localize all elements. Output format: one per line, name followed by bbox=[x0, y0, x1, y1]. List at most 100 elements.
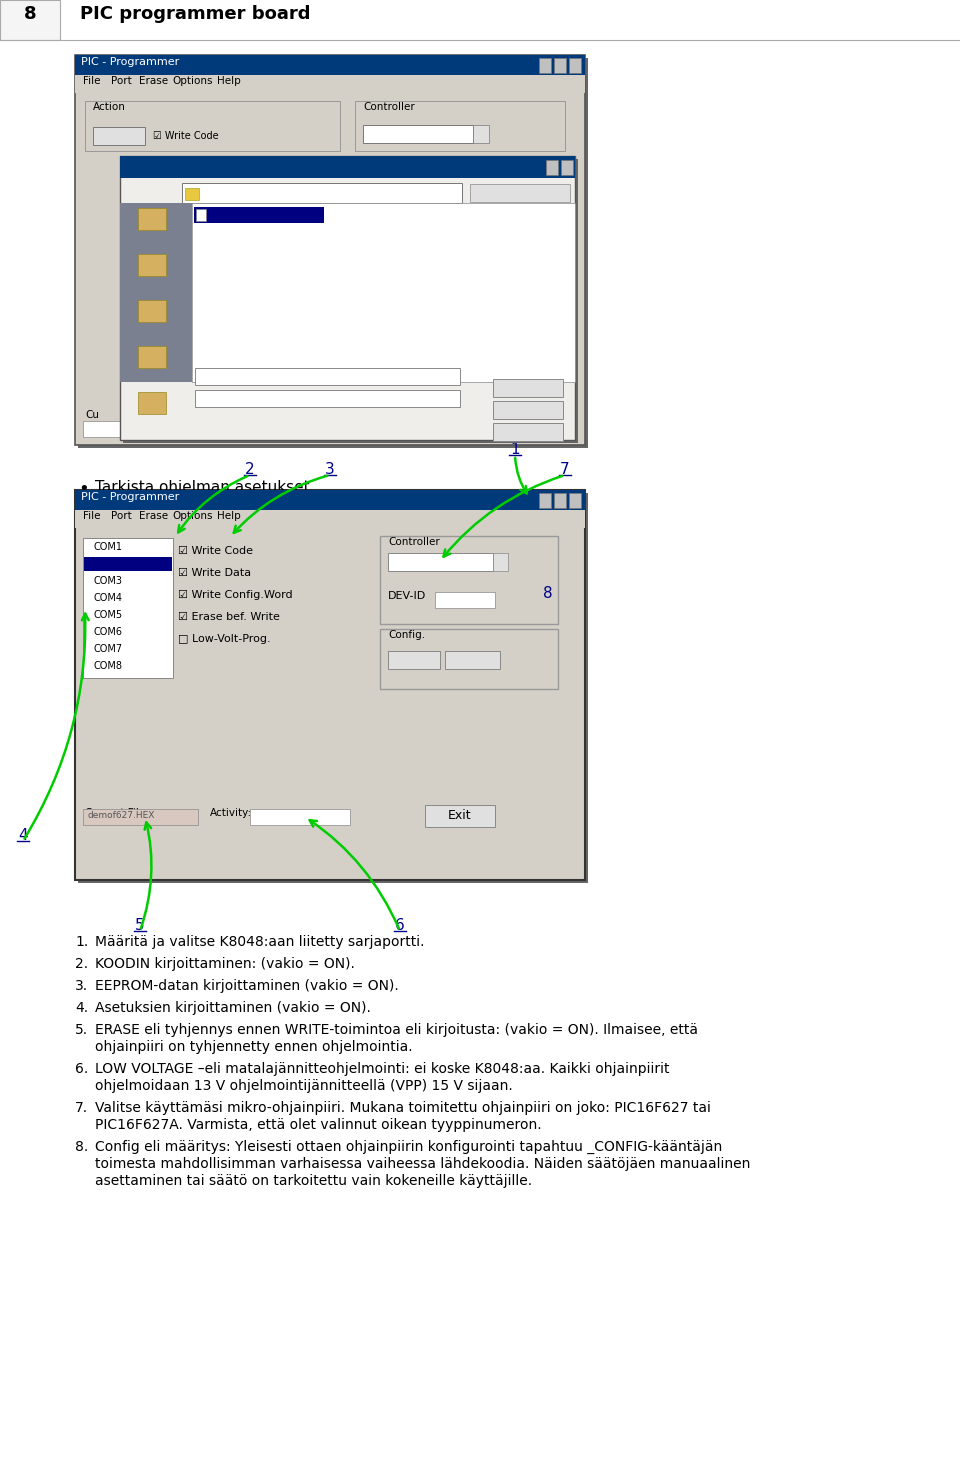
Text: ×: × bbox=[541, 495, 548, 503]
Text: Help: Help bbox=[217, 77, 241, 85]
Bar bbox=[561, 160, 573, 175]
Text: File name:: File name: bbox=[128, 368, 185, 378]
Text: ohjainpiiri on tyhjennetty ennen ohjelmointia.: ohjainpiiri on tyhjennetty ennen ohjelmo… bbox=[95, 1041, 413, 1054]
Text: 6.: 6. bbox=[75, 1061, 88, 1076]
Bar bbox=[75, 54, 585, 75]
Text: ERASE eli tyhjennys ennen WRITE-toimintoa eli kirjoitusta: (vakio = ON). Ilmaise: ERASE eli tyhjennys ennen WRITE-toiminto… bbox=[95, 1023, 698, 1036]
Text: Erase: Erase bbox=[139, 511, 168, 521]
Text: My Network P...: My Network P... bbox=[124, 418, 172, 422]
Text: Current File:: Current File: bbox=[85, 808, 149, 818]
Text: ×: × bbox=[541, 59, 548, 68]
Bar bbox=[195, 390, 460, 406]
Bar bbox=[83, 421, 183, 437]
Text: 8.: 8. bbox=[75, 1139, 88, 1154]
Text: History: History bbox=[124, 234, 147, 238]
Text: □: □ bbox=[556, 59, 564, 68]
Bar bbox=[0, 0, 60, 40]
Text: LOW VOLTAGE –eli matalajännitteohjelmointi: ei koske K8048:aa. Kaikki ohjainpiir: LOW VOLTAGE –eli matalajännitteohjelmoin… bbox=[95, 1061, 669, 1076]
Text: Open: Open bbox=[514, 381, 542, 392]
Bar bbox=[84, 556, 172, 571]
Bar bbox=[493, 378, 563, 397]
Bar bbox=[75, 54, 585, 445]
Text: _: _ bbox=[571, 59, 575, 68]
Bar bbox=[123, 159, 578, 443]
Bar bbox=[192, 203, 575, 383]
Bar bbox=[78, 57, 588, 447]
Text: DEV-ID: DEV-ID bbox=[388, 590, 426, 601]
Text: Change: Change bbox=[393, 654, 436, 664]
Text: Port: Port bbox=[111, 77, 132, 85]
Text: Cu: Cu bbox=[85, 411, 99, 420]
Text: PIC - Programmer: PIC - Programmer bbox=[81, 492, 180, 502]
Bar bbox=[539, 493, 551, 508]
Bar bbox=[75, 509, 585, 528]
Bar bbox=[83, 537, 173, 679]
Text: Erase: Erase bbox=[139, 77, 168, 85]
Bar bbox=[138, 392, 166, 414]
Text: Cancel: Cancel bbox=[509, 403, 547, 414]
Bar bbox=[75, 490, 585, 880]
Text: 3: 3 bbox=[325, 462, 335, 477]
Bar bbox=[425, 805, 495, 827]
Text: 6: 6 bbox=[396, 919, 405, 933]
Bar bbox=[546, 160, 558, 175]
Bar bbox=[196, 209, 206, 221]
Text: Hex Files: Hex Files bbox=[199, 393, 246, 403]
Bar bbox=[388, 651, 440, 668]
Text: Files of type:: Files of type: bbox=[128, 390, 199, 400]
Text: ☑ Erase bef. Write: ☑ Erase bef. Write bbox=[178, 612, 280, 623]
Text: asettaminen tai säätö on tarkoitettu vain kokeneille käyttäjille.: asettaminen tai säätö on tarkoitettu vai… bbox=[95, 1175, 532, 1188]
Text: demof627.HEX: demof627.HEX bbox=[87, 811, 155, 820]
Text: COM8: COM8 bbox=[93, 661, 122, 671]
Text: □ Low-Volt-Prog.: □ Low-Volt-Prog. bbox=[178, 634, 271, 645]
Text: COM1: COM1 bbox=[93, 542, 122, 552]
Text: 3.: 3. bbox=[75, 979, 88, 994]
Text: Exit: Exit bbox=[448, 810, 471, 821]
Text: Help: Help bbox=[217, 511, 241, 521]
Bar bbox=[493, 422, 563, 442]
Bar bbox=[473, 125, 489, 143]
Text: File: File bbox=[83, 511, 101, 521]
Text: ☑ Write Code: ☑ Write Code bbox=[178, 546, 253, 556]
Text: ☐ Open as read-only: ☐ Open as read-only bbox=[195, 417, 303, 427]
Bar bbox=[85, 102, 340, 152]
Bar bbox=[182, 183, 462, 203]
Text: Desktop: Desktop bbox=[124, 280, 150, 286]
Bar bbox=[120, 203, 192, 383]
Bar bbox=[569, 493, 581, 508]
Text: 5.: 5. bbox=[75, 1023, 88, 1036]
Bar bbox=[380, 536, 558, 624]
Bar bbox=[569, 57, 581, 74]
Text: PIC16F627: PIC16F627 bbox=[367, 130, 422, 138]
Text: My Computer: My Computer bbox=[124, 372, 166, 377]
Text: 2.: 2. bbox=[75, 957, 88, 972]
Text: File: File bbox=[83, 77, 101, 85]
Text: ← ⬜ ⬜ ⊞: ← ⬜ ⬜ ⊞ bbox=[475, 187, 513, 197]
Bar bbox=[493, 400, 563, 420]
Bar bbox=[539, 57, 551, 74]
Text: demof627.HEX: demof627.HEX bbox=[199, 371, 276, 381]
Text: ☑ Write Code: ☑ Write Code bbox=[153, 131, 219, 141]
Bar bbox=[75, 75, 585, 93]
Bar bbox=[355, 102, 565, 152]
Text: COM5: COM5 bbox=[93, 609, 122, 620]
Text: Open a File: Open a File bbox=[126, 159, 205, 172]
Text: Config.: Config. bbox=[388, 630, 425, 640]
Text: 3F61: 3F61 bbox=[458, 654, 486, 664]
Bar bbox=[83, 810, 198, 824]
Bar bbox=[120, 156, 575, 178]
Text: 1: 1 bbox=[510, 442, 519, 456]
Text: Asetuksien kirjoittaminen (vakio = ON).: Asetuksien kirjoittaminen (vakio = ON). bbox=[95, 1001, 371, 1016]
Bar bbox=[138, 346, 166, 368]
Text: 4: 4 bbox=[18, 827, 28, 843]
Text: ohjelmoidaan 13 V ohjelmointijännitteellä (VPP) 15 V sijaan.: ohjelmoidaan 13 V ohjelmointijännitteell… bbox=[95, 1079, 513, 1094]
Bar bbox=[138, 300, 166, 322]
Text: _: _ bbox=[571, 495, 575, 503]
Text: Options: Options bbox=[173, 511, 213, 521]
Bar bbox=[445, 651, 500, 668]
Text: demof627.HEX: demof627.HEX bbox=[208, 208, 286, 218]
Text: Options: Options bbox=[173, 77, 213, 85]
Text: COM4: COM4 bbox=[93, 593, 122, 604]
Text: PIC16F627A. Varmista, että olet valinnut oikean tyyppinumeron.: PIC16F627A. Varmista, että olet valinnut… bbox=[95, 1119, 541, 1132]
Text: 5: 5 bbox=[135, 919, 145, 933]
